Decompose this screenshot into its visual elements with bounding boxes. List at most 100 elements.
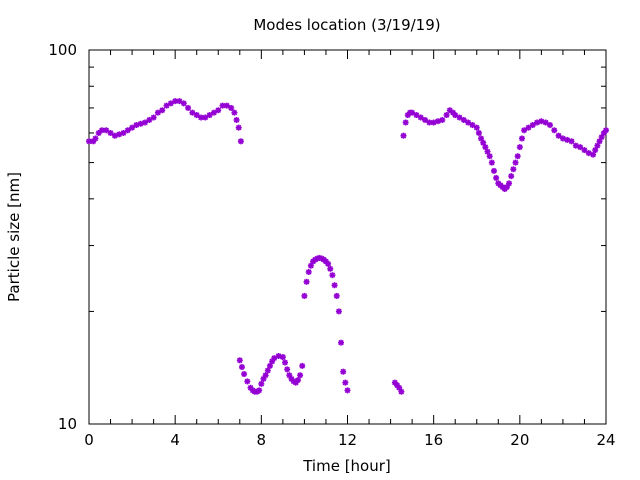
data-point bbox=[512, 159, 519, 166]
data-point bbox=[236, 357, 243, 364]
data-point bbox=[413, 112, 420, 119]
data-point bbox=[473, 124, 480, 131]
data-point bbox=[215, 107, 222, 114]
data-point bbox=[107, 129, 114, 136]
data-point bbox=[482, 144, 489, 151]
x-axis-ticks bbox=[88, 50, 607, 424]
data-point bbox=[329, 272, 336, 279]
data-point bbox=[258, 380, 265, 387]
x-tick-label: 8 bbox=[257, 431, 267, 449]
data-point bbox=[325, 260, 332, 267]
data-point bbox=[551, 127, 558, 134]
data-point bbox=[219, 102, 226, 109]
data-point bbox=[299, 362, 306, 369]
data-point bbox=[546, 122, 553, 129]
data-point bbox=[506, 180, 513, 187]
data-point bbox=[342, 379, 349, 386]
y-axis-tick-labels: 10 100 bbox=[48, 41, 77, 433]
data-point bbox=[490, 167, 497, 174]
data-point bbox=[439, 116, 446, 123]
data-point bbox=[159, 107, 166, 114]
data-point bbox=[244, 378, 251, 385]
data-point bbox=[338, 339, 345, 346]
data-point bbox=[340, 368, 347, 375]
data-point bbox=[146, 116, 153, 123]
data-point bbox=[124, 127, 131, 134]
data-point bbox=[568, 138, 575, 145]
data-point bbox=[103, 127, 110, 134]
data-point bbox=[210, 109, 217, 116]
data-point bbox=[422, 116, 429, 123]
y-tick-label: 100 bbox=[48, 41, 77, 59]
data-point bbox=[120, 129, 127, 136]
data-point bbox=[577, 144, 584, 151]
data-point bbox=[521, 127, 528, 134]
x-tick-label: 20 bbox=[510, 431, 529, 449]
data-point bbox=[327, 265, 334, 272]
data-point bbox=[514, 153, 521, 160]
data-point bbox=[305, 268, 312, 275]
data-point bbox=[516, 144, 523, 151]
data-point bbox=[508, 173, 515, 180]
data-point bbox=[180, 100, 187, 107]
chart-title: Modes location (3/19/19) bbox=[253, 16, 440, 34]
x-tick-label: 12 bbox=[338, 431, 357, 449]
data-point bbox=[154, 109, 161, 116]
data-point bbox=[402, 119, 409, 126]
data-point bbox=[301, 292, 308, 299]
data-points bbox=[86, 98, 609, 395]
data-point bbox=[475, 129, 482, 136]
data-point bbox=[331, 282, 338, 289]
x-tick-label: 0 bbox=[84, 431, 94, 449]
data-point bbox=[282, 359, 289, 366]
data-point bbox=[266, 362, 273, 369]
data-point bbox=[185, 104, 192, 111]
data-point bbox=[228, 104, 235, 111]
y-axis-label: Particle size [nm] bbox=[5, 172, 23, 302]
data-point bbox=[284, 366, 291, 373]
data-point bbox=[264, 367, 271, 374]
data-point bbox=[525, 124, 532, 131]
data-point bbox=[237, 138, 244, 145]
data-point bbox=[486, 153, 493, 160]
data-point bbox=[465, 119, 472, 126]
data-point bbox=[294, 377, 301, 384]
data-point bbox=[460, 116, 467, 123]
data-point bbox=[303, 278, 310, 285]
data-point bbox=[275, 352, 282, 359]
data-point bbox=[333, 292, 340, 299]
x-axis-label: Time [hour] bbox=[302, 457, 391, 475]
data-point bbox=[206, 112, 213, 119]
data-point bbox=[231, 109, 238, 116]
data-point bbox=[279, 354, 286, 361]
data-point bbox=[400, 132, 407, 139]
data-point bbox=[555, 132, 562, 139]
data-point bbox=[469, 122, 476, 129]
data-point bbox=[529, 122, 536, 129]
data-point bbox=[163, 102, 170, 109]
x-tick-label: 16 bbox=[424, 431, 443, 449]
y-tick-label: 10 bbox=[58, 415, 77, 433]
data-point bbox=[223, 102, 230, 109]
data-point bbox=[167, 100, 174, 107]
data-point bbox=[510, 166, 517, 173]
data-point bbox=[262, 372, 269, 379]
data-point bbox=[189, 109, 196, 116]
data-point bbox=[518, 135, 525, 142]
data-point bbox=[233, 116, 240, 123]
data-point bbox=[235, 124, 242, 131]
data-point bbox=[344, 387, 351, 394]
x-tick-label: 24 bbox=[596, 431, 615, 449]
data-point bbox=[193, 112, 200, 119]
data-point bbox=[256, 387, 263, 394]
data-point bbox=[238, 364, 245, 371]
data-point bbox=[456, 114, 463, 121]
data-point bbox=[542, 119, 549, 126]
data-point bbox=[443, 112, 450, 119]
data-point bbox=[417, 114, 424, 121]
data-point bbox=[241, 371, 248, 378]
data-point bbox=[581, 147, 588, 154]
data-point bbox=[590, 151, 597, 158]
data-point bbox=[335, 308, 342, 315]
